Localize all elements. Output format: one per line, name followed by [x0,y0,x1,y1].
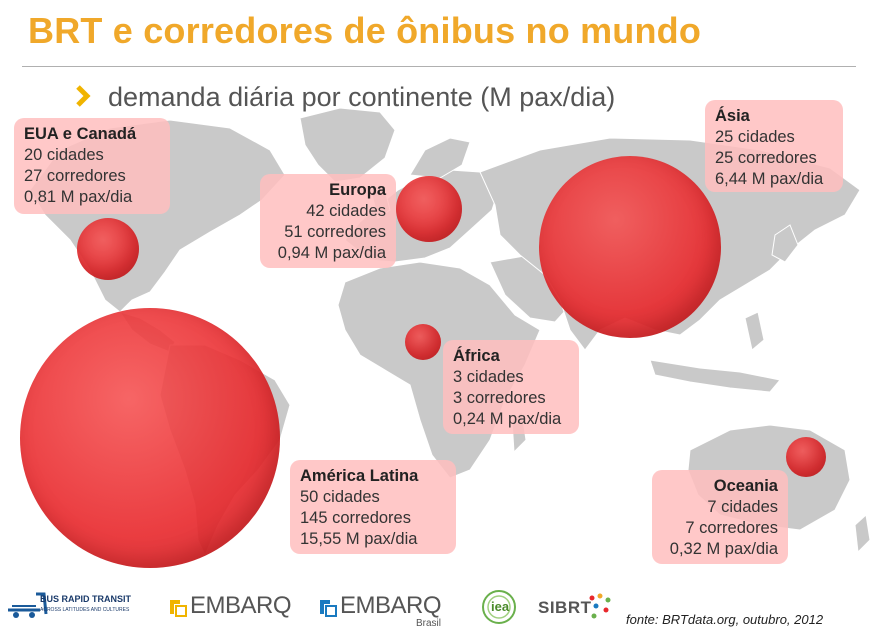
region-corridors: 27 corredores [24,167,126,185]
info-europe: Europa 42 cidades 51 corredores 0,94 M p… [260,174,396,268]
region-name: EUA e Canadá [24,125,137,143]
chevron-right-icon [76,85,91,107]
region-corridors: 25 corredores [715,149,817,167]
region-corridors: 51 corredores [284,223,386,241]
region-cities: 42 cidades [306,202,386,220]
brt-logo-subtitle: ACROSS LATITUDES AND CULTURES [40,607,130,613]
iea-logo-text: iea [491,599,510,614]
sibrt-dots-icon [589,593,611,619]
info-africa: África 3 cidades 3 corredores 0,24 M pax… [443,340,579,434]
region-name: Oceania [713,477,778,495]
philippines-shape [744,311,765,351]
region-corridors: 145 corredores [300,509,411,527]
region-demand: 6,44 M pax/dia [715,170,824,188]
region-name: Ásia [715,107,750,125]
logo-sibrt: SIBRT [538,592,614,624]
info-asia: Ásia 25 cidades 25 corredores 6,44 M pax… [705,100,843,192]
bubble-oceania [786,437,826,477]
source-note: fonte: BRTdata.org, outubro, 2012 [626,612,824,627]
region-demand: 0,94 M pax/dia [277,244,386,262]
logo-embarq: EMBARQ [168,592,308,622]
bubble-usa [77,218,139,280]
region-cities: 25 cidades [715,128,795,146]
region-corridors: 3 corredores [453,389,546,407]
subtitle: demanda diária por continente (M pax/dia… [108,82,616,112]
info-usa: EUA e Canadá 20 cidades 27 corredores 0,… [14,118,170,214]
bubble-asia [539,156,721,338]
page-title: BRT e corredores de ônibus no mundo [28,10,702,51]
bubble-africa [405,324,441,360]
info-oceania: Oceania 7 cidades 7 corredores 0,32 M pa… [652,470,788,564]
region-demand: 0,81 M pax/dia [24,188,133,206]
region-name: América Latina [300,467,419,485]
iea-globe-icon [482,590,516,624]
region-cities: 20 cidades [24,146,104,164]
region-cities: 50 cidades [300,488,380,506]
indonesia-shape [649,359,781,393]
bubble-latin-america [20,308,280,568]
bus-icon [8,592,48,618]
sibrt-logo-text: SIBRT [538,598,592,617]
embarq-logo-text: EMBARQ [190,592,292,619]
logo-embarq-brasil: EMBARQ Brasil [318,592,468,632]
info-latin-america: América Latina 50 cidades 145 corredores… [290,460,456,554]
brt-logo-title: BUS RAPID TRANSIT [40,594,132,604]
new-zealand-shape [854,514,871,554]
logo-brt-across-latitudes: BUS RAPID TRANSIT ACROSS LATITUDES AND C… [6,588,156,624]
title-divider [22,66,856,67]
logo-iea: iea [480,588,520,628]
bubble-europe [396,176,462,242]
region-demand: 0,32 M pax/dia [669,540,778,558]
embarq-mark-icon [170,600,187,617]
region-demand: 0,24 M pax/dia [453,410,562,428]
region-cities: 7 cidades [707,498,778,516]
japan-shape [771,224,799,263]
region-corridors: 7 corredores [685,519,778,537]
region-demand: 15,55 M pax/dia [300,530,418,548]
greenland-shape [299,107,396,183]
region-name: África [453,347,500,365]
embarq-brasil-logo-text: EMBARQ [340,592,442,619]
region-cities: 3 cidades [453,368,524,386]
embarq-brasil-logo-sub: Brasil [416,618,442,629]
embarq-brasil-mark-icon [320,600,337,617]
region-name: Europa [329,181,386,199]
